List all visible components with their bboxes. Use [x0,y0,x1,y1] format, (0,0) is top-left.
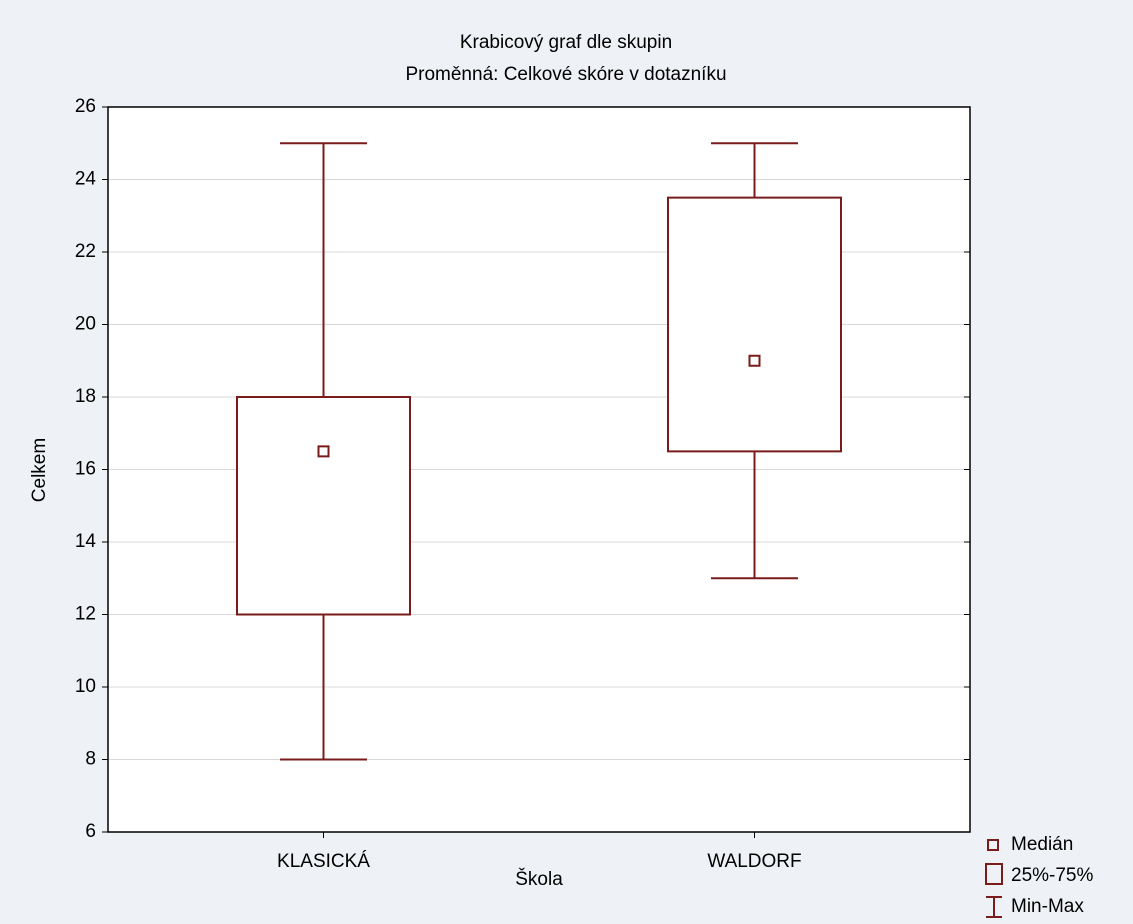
box [236,396,411,616]
y-tick-label: 26 [75,96,96,117]
y-tick-label: 12 [75,604,96,625]
median [317,445,330,458]
legend-label: Medián [1011,834,1073,855]
legend-label: 25%-75% [1011,865,1093,886]
y-tick-label: 10 [75,676,96,697]
y-tick-label: 6 [85,821,96,842]
grid: 6 8 10 12 14 16 18 20 22 24 26 KLASICKÁ WALDORF [75,96,970,872]
box [667,196,842,453]
chart-subtitle: Proměnná: Celkové skóre v dotazníku [405,64,726,85]
legend: Medián 25%-75% Min-Max [985,834,1093,918]
legend-median-icon [987,839,999,851]
x-tick-label: KLASICKÁ [277,851,370,872]
y-tick-label: 22 [75,241,96,262]
chart-title: Krabicový graf dle skupin [460,32,672,53]
legend-label: Min-Max [1011,896,1084,917]
y-tick-label: 16 [75,459,96,480]
plot-frame [107,106,971,833]
marks [236,142,842,761]
y-tick-label: 14 [75,531,97,552]
median [748,354,761,367]
y-tick-label: 18 [75,386,96,407]
x-axis-label: Škola [515,868,563,890]
y-tick-label: 24 [75,169,97,190]
x-tick-label: WALDORF [707,851,801,872]
y-axis-label: Celkem [29,438,50,502]
y-tick-label: 20 [75,314,96,335]
y-tick-label: 8 [85,749,96,770]
legend-box-icon [985,863,1003,885]
